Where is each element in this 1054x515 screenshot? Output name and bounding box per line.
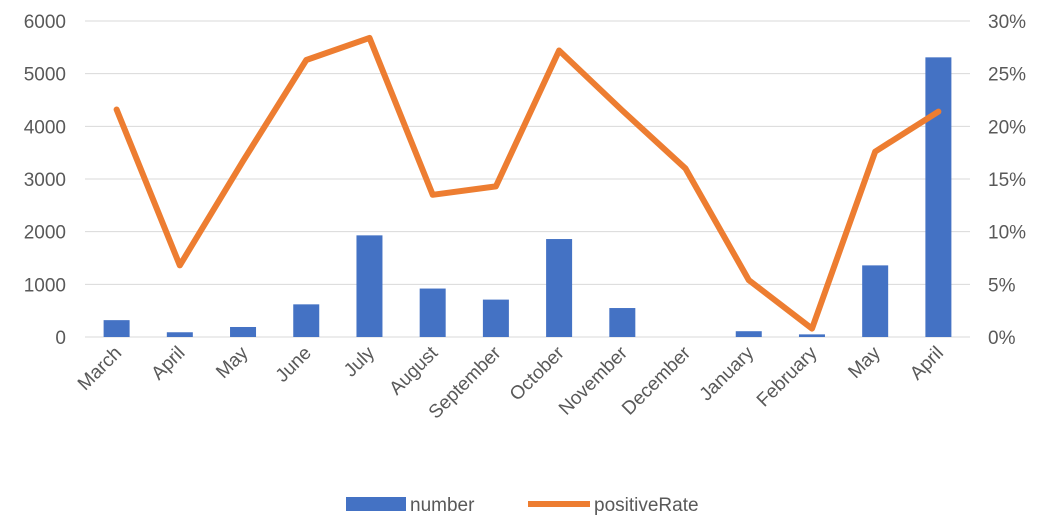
bar	[546, 239, 573, 337]
bar	[166, 332, 193, 337]
bar	[862, 265, 889, 337]
x-tick-label: June	[272, 343, 316, 387]
legend-swatch-number	[346, 497, 406, 511]
right-y-tick-label: 10%	[988, 223, 1026, 244]
gridlines	[85, 20, 970, 338]
left-y-tick-label: 3000	[24, 170, 66, 191]
series-line	[113, 34, 942, 332]
legend-label-positiveRate: positiveRate	[594, 495, 699, 515]
bar	[419, 288, 446, 337]
bar	[735, 331, 762, 337]
left-y-tick-label: 5000	[24, 65, 66, 86]
bar-series-number	[103, 57, 952, 338]
left-y-tick-label: 4000	[24, 117, 66, 138]
x-tick-label: January	[696, 342, 759, 405]
x-tick-label: October	[506, 342, 569, 405]
bar	[103, 320, 130, 337]
left-y-tick-label: 0	[55, 328, 66, 349]
right-y-tick-label: 30%	[988, 12, 1026, 33]
x-tick-label: December	[618, 342, 695, 419]
line-series-positiveRate	[113, 34, 942, 332]
bar	[798, 334, 825, 337]
x-tick-label: February	[753, 342, 822, 411]
right-y-tick-label: 15%	[988, 170, 1026, 191]
legend: number positiveRate	[346, 495, 699, 515]
left-y-tick-label: 6000	[24, 12, 66, 33]
right-y-tick-label: 20%	[988, 117, 1026, 138]
left-y-tick-label: 1000	[24, 275, 66, 296]
x-tick-label: April	[148, 343, 190, 385]
bar	[356, 235, 383, 337]
left-y-axis: 0 1000 2000 3000 4000 5000 6000	[24, 12, 66, 349]
x-tick-label: July	[340, 342, 379, 381]
bar	[293, 304, 320, 337]
legend-label-number: number	[410, 495, 475, 515]
x-tick-label: May	[844, 342, 885, 383]
x-tick-label: March	[74, 343, 126, 395]
x-tick-label: August	[386, 342, 443, 399]
bar	[482, 299, 509, 337]
right-y-axis: 0% 5% 10% 15% 20% 25% 30%	[988, 12, 1026, 349]
x-tick-label: May	[212, 342, 253, 383]
right-y-tick-label: 25%	[988, 65, 1026, 86]
bar	[230, 326, 257, 337]
bar	[925, 57, 952, 338]
x-tick-label: April	[906, 343, 948, 385]
right-y-tick-label: 5%	[988, 275, 1016, 296]
bar	[609, 308, 636, 337]
left-y-tick-label: 2000	[24, 223, 66, 244]
right-y-tick-label: 0%	[988, 328, 1016, 349]
